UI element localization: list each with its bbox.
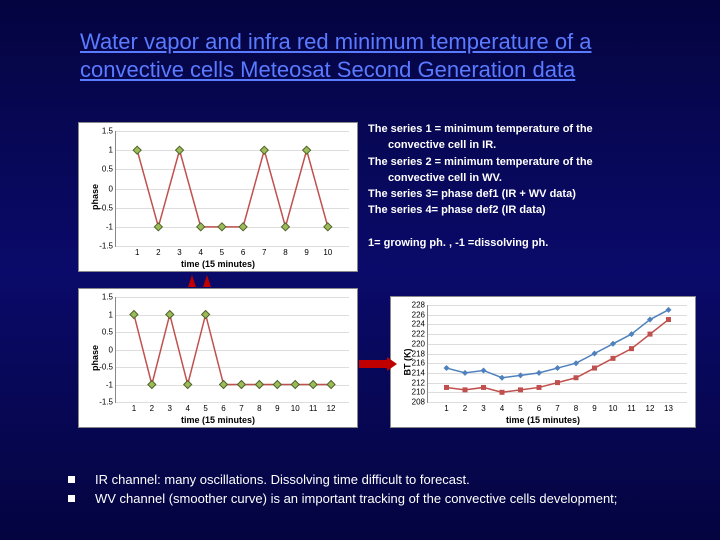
legend-text: The series 1 = minimum temperature of th…: [368, 122, 702, 252]
bullet-list: IR channel: many oscillations. Dissolvin…: [68, 471, 690, 510]
chart3-xlabel: time (15 minutes): [506, 415, 580, 425]
bullet-item: WV channel (smoother curve) is an import…: [68, 490, 690, 508]
bullet-text: WV channel (smoother curve) is an import…: [95, 490, 617, 508]
chart1-plot: -1.5-1-0.500.511.512345678910: [115, 131, 349, 247]
legend-line: convective cell in IR.: [368, 138, 702, 152]
arrow-up-icon: [203, 275, 211, 287]
arrow-up-icon: [188, 275, 196, 287]
bullet-text: IR channel: many oscillations. Dissolvin…: [95, 471, 470, 489]
legend-line: The series 2 = minimum temperature of th…: [368, 155, 702, 169]
arrow-right-icon: [359, 360, 387, 368]
chart3-plot: 2082102122142162182202222242262281234567…: [427, 305, 687, 403]
chart2-plot: -1.5-1-0.500.511.5123456789101112: [115, 297, 349, 403]
bullet-item: IR channel: many oscillations. Dissolvin…: [68, 471, 690, 489]
bullet-icon: [68, 476, 75, 483]
chart1-xlabel: time (15 minutes): [181, 259, 255, 269]
bullet-icon: [68, 495, 75, 502]
chart-bt: BT (K) time (15 minutes) 208210212214216…: [390, 296, 696, 428]
slide-title: Water vapor and infra red minimum temper…: [80, 28, 680, 83]
legend-line: The series 3= phase def1 (IR + WV data): [368, 187, 702, 201]
legend-line: The series 4= phase def2 (IR data): [368, 203, 702, 217]
legend-line: convective cell in WV.: [368, 171, 702, 185]
chart2-xlabel: time (15 minutes): [181, 415, 255, 425]
legend-line: The series 1 = minimum temperature of th…: [368, 122, 702, 136]
chart-phase-2: phase time (15 minutes) -1.5-1-0.500.511…: [78, 288, 358, 428]
legend-line: 1= growing ph. , -1 =dissolving ph.: [368, 236, 702, 250]
chart-phase-1: phase time (15 minutes) -1.5-1-0.500.511…: [78, 122, 358, 272]
